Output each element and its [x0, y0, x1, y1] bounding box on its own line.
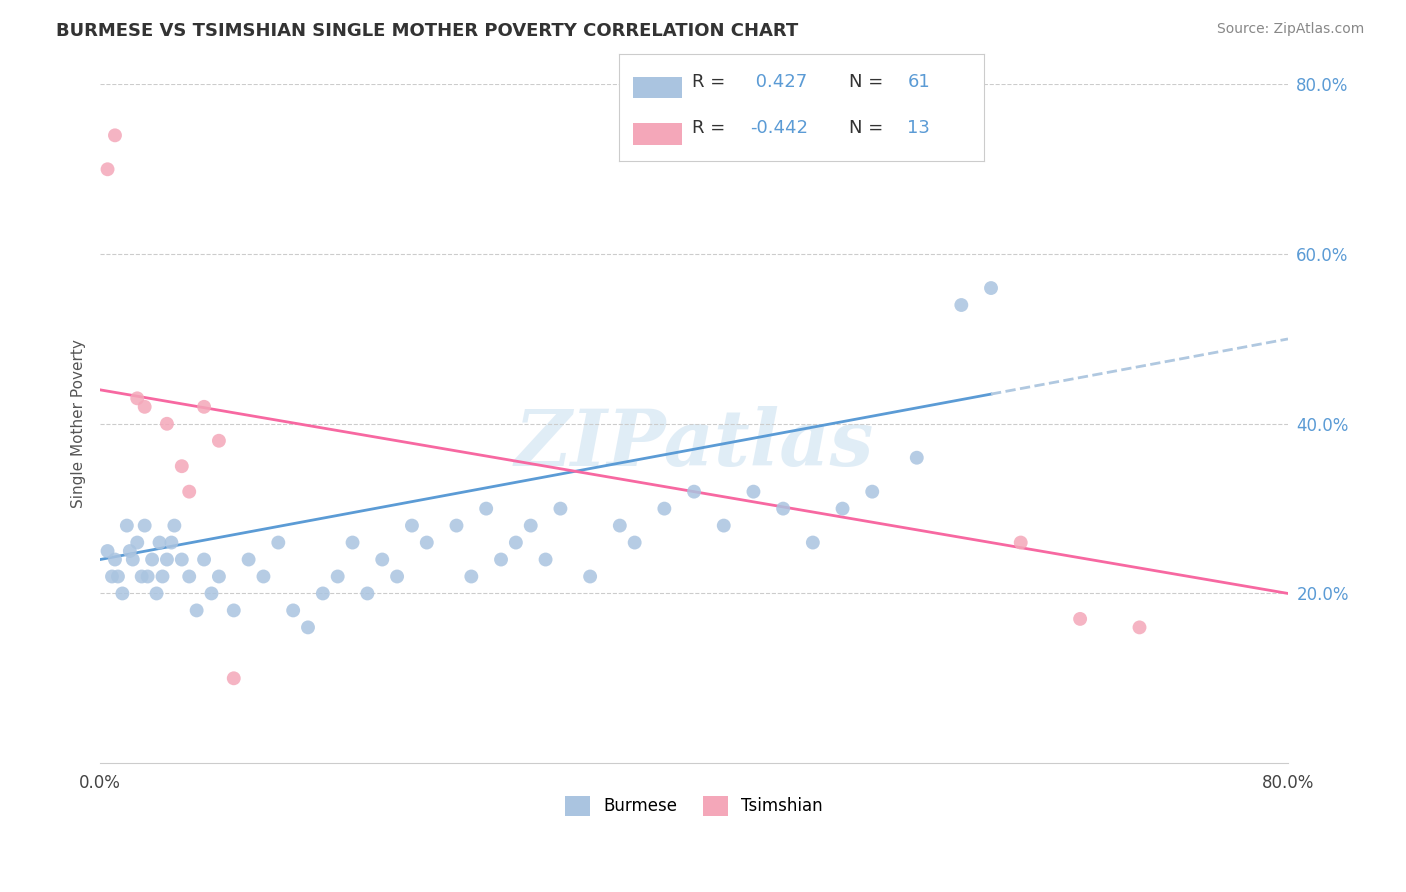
- Point: [831, 501, 853, 516]
- Point: [193, 552, 215, 566]
- Bar: [633, 123, 682, 145]
- Point: [342, 535, 364, 549]
- Point: [134, 518, 156, 533]
- Point: [163, 518, 186, 533]
- Point: [170, 552, 193, 566]
- Point: [179, 569, 201, 583]
- Point: [519, 518, 541, 533]
- Point: [950, 298, 973, 312]
- Point: [208, 569, 231, 583]
- Point: [772, 501, 794, 516]
- Point: [238, 552, 260, 566]
- Point: [252, 569, 274, 583]
- Point: [134, 400, 156, 414]
- Text: N =: N =: [849, 73, 889, 91]
- Point: [104, 128, 127, 143]
- Point: [1010, 535, 1032, 549]
- Point: [136, 569, 159, 583]
- Point: [222, 671, 245, 685]
- Point: [267, 535, 290, 549]
- Point: [96, 544, 118, 558]
- Text: BURMESE VS TSIMSHIAN SINGLE MOTHER POVERTY CORRELATION CHART: BURMESE VS TSIMSHIAN SINGLE MOTHER POVER…: [56, 22, 799, 40]
- Point: [283, 603, 305, 617]
- Text: ZIPatlas: ZIPatlas: [515, 406, 873, 483]
- Point: [1069, 612, 1091, 626]
- Text: 13: 13: [907, 120, 931, 137]
- Point: [148, 535, 170, 549]
- Point: [186, 603, 208, 617]
- Point: [742, 484, 765, 499]
- Legend: Burmese, Tsimshian: Burmese, Tsimshian: [558, 789, 830, 822]
- Text: Source: ZipAtlas.com: Source: ZipAtlas.com: [1216, 22, 1364, 37]
- Point: [416, 535, 439, 549]
- Point: [312, 586, 335, 600]
- Point: [156, 417, 179, 431]
- Point: [905, 450, 928, 465]
- Point: [489, 552, 512, 566]
- Point: [222, 603, 245, 617]
- Point: [713, 518, 735, 533]
- Point: [208, 434, 231, 448]
- Text: -0.442: -0.442: [751, 120, 808, 137]
- Point: [141, 552, 163, 566]
- Point: [550, 501, 572, 516]
- Point: [356, 586, 378, 600]
- Point: [152, 569, 174, 583]
- Point: [326, 569, 349, 583]
- Text: R =: R =: [692, 73, 731, 91]
- Point: [385, 569, 408, 583]
- Point: [860, 484, 883, 499]
- Point: [446, 518, 468, 533]
- Point: [145, 586, 167, 600]
- Bar: [633, 78, 682, 98]
- Text: 0.427: 0.427: [751, 73, 807, 91]
- Point: [297, 620, 319, 634]
- Point: [401, 518, 423, 533]
- Text: 61: 61: [907, 73, 931, 91]
- Text: R =: R =: [692, 120, 731, 137]
- Point: [156, 552, 179, 566]
- Text: N =: N =: [849, 120, 889, 137]
- Point: [118, 544, 141, 558]
- Point: [534, 552, 557, 566]
- Point: [801, 535, 824, 549]
- Point: [131, 569, 153, 583]
- Point: [200, 586, 222, 600]
- Point: [170, 459, 193, 474]
- Point: [160, 535, 183, 549]
- Y-axis label: Single Mother Poverty: Single Mother Poverty: [72, 339, 86, 508]
- Point: [101, 569, 124, 583]
- Point: [104, 552, 127, 566]
- Point: [107, 569, 129, 583]
- Point: [371, 552, 394, 566]
- Point: [115, 518, 138, 533]
- Point: [121, 552, 143, 566]
- Point: [579, 569, 602, 583]
- Point: [980, 281, 1002, 295]
- Point: [127, 392, 149, 406]
- Point: [127, 535, 149, 549]
- Point: [179, 484, 201, 499]
- Point: [1128, 620, 1150, 634]
- Point: [96, 162, 118, 177]
- Point: [111, 586, 134, 600]
- Point: [505, 535, 527, 549]
- Point: [475, 501, 498, 516]
- Point: [460, 569, 482, 583]
- Point: [654, 501, 676, 516]
- Point: [193, 400, 215, 414]
- Point: [683, 484, 706, 499]
- Point: [609, 518, 631, 533]
- Point: [623, 535, 645, 549]
